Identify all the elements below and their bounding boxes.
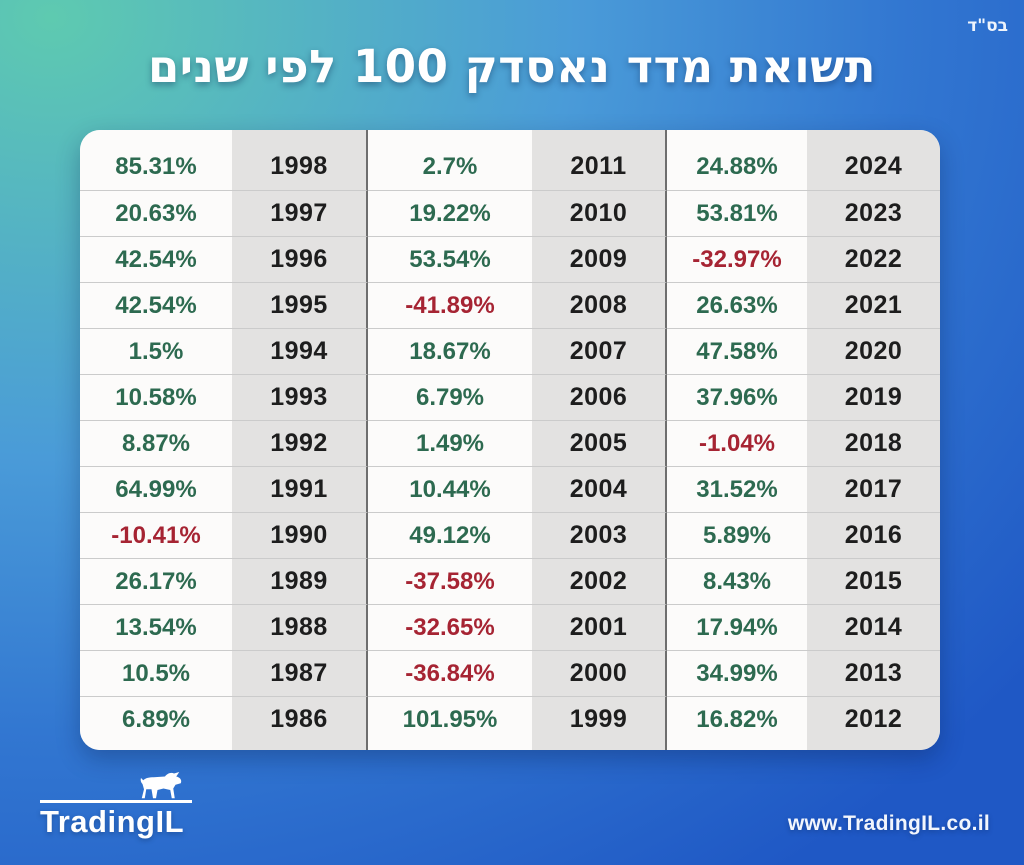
year-cell: 1986 <box>232 697 368 750</box>
year-cell: 2020 <box>807 329 940 375</box>
year-cell: 2003 <box>532 513 667 559</box>
tradingil-logo: TradingIL <box>40 771 192 840</box>
return-cell: 10.44% <box>368 467 532 513</box>
return-cell: 6.79% <box>368 375 532 421</box>
return-cell: 13.54% <box>80 605 232 651</box>
year-cell: 2002 <box>532 559 667 605</box>
return-cell: 49.12% <box>368 513 532 559</box>
return-cell: -32.65% <box>368 605 532 651</box>
year-cell: 2006 <box>532 375 667 421</box>
year-cell: 2023 <box>807 191 940 237</box>
year-cell: 1988 <box>232 605 368 651</box>
return-cell: 1.49% <box>368 421 532 467</box>
return-cell: 64.99% <box>80 467 232 513</box>
year-cell: 1990 <box>232 513 368 559</box>
page-title: תשואת מדד נאסדק 100 לפי שנים <box>147 40 877 93</box>
year-cell: 2009 <box>532 237 667 283</box>
return-cell: -1.04% <box>667 421 807 467</box>
year-cell: 2015 <box>807 559 940 605</box>
year-cell: 2014 <box>807 605 940 651</box>
return-cell: 18.67% <box>368 329 532 375</box>
year-cell: 1993 <box>232 375 368 421</box>
website-url: www.TradingIL.co.il <box>787 812 990 835</box>
return-cell: -36.84% <box>368 651 532 697</box>
year-cell: 2021 <box>807 283 940 329</box>
year-cell: 1994 <box>232 329 368 375</box>
return-cell: 101.95% <box>368 697 532 750</box>
returns-grid: 85.31% 1998 2.7% 2011 24.88% 2024 20.63% 1997 19… <box>80 130 940 750</box>
return-cell: 2.7% <box>368 130 532 191</box>
return-cell: 53.54% <box>368 237 532 283</box>
return-cell: -37.58% <box>368 559 532 605</box>
year-cell: 2016 <box>807 513 940 559</box>
year-cell: 2024 <box>807 130 940 191</box>
return-cell: 16.82% <box>667 697 807 750</box>
year-cell: 1992 <box>232 421 368 467</box>
year-cell: 2010 <box>532 191 667 237</box>
year-cell: 1995 <box>232 283 368 329</box>
return-cell: 6.89% <box>80 697 232 750</box>
return-cell: -41.89% <box>368 283 532 329</box>
return-cell: 37.96% <box>667 375 807 421</box>
return-cell: 42.54% <box>80 237 232 283</box>
year-cell: 1991 <box>232 467 368 513</box>
return-cell: 8.43% <box>667 559 807 605</box>
year-cell: 2005 <box>532 421 667 467</box>
year-cell: 2008 <box>532 283 667 329</box>
year-cell: 2011 <box>532 130 667 191</box>
year-cell: 2001 <box>532 605 667 651</box>
return-cell: 1.5% <box>80 329 232 375</box>
year-cell: 2018 <box>807 421 940 467</box>
return-cell: 31.52% <box>667 467 807 513</box>
year-cell: 2004 <box>532 467 667 513</box>
return-cell: 24.88% <box>667 130 807 191</box>
year-cell: 2012 <box>807 697 940 750</box>
year-cell: 1996 <box>232 237 368 283</box>
return-cell: 26.63% <box>667 283 807 329</box>
return-cell: 53.81% <box>667 191 807 237</box>
return-cell: 17.94% <box>667 605 807 651</box>
return-cell: 42.54% <box>80 283 232 329</box>
year-cell: 1997 <box>232 191 368 237</box>
year-cell: 2017 <box>807 467 940 513</box>
bsd-text: בס"ד <box>967 16 1008 36</box>
year-cell: 1987 <box>232 651 368 697</box>
return-cell: 26.17% <box>80 559 232 605</box>
year-cell: 2007 <box>532 329 667 375</box>
year-cell: 2019 <box>807 375 940 421</box>
return-cell: -32.97% <box>667 237 807 283</box>
return-cell: -10.41% <box>80 513 232 559</box>
year-cell: 2013 <box>807 651 940 697</box>
return-cell: 85.31% <box>80 130 232 191</box>
year-cell: 1999 <box>532 697 667 750</box>
return-cell: 34.99% <box>667 651 807 697</box>
brand-name: TradingIL <box>40 800 192 840</box>
return-cell: 10.5% <box>80 651 232 697</box>
year-cell: 2022 <box>807 237 940 283</box>
year-cell: 2000 <box>532 651 667 697</box>
returns-table: 85.31% 1998 2.7% 2011 24.88% 2024 20.63% 1997 19… <box>80 130 940 750</box>
year-cell: 1989 <box>232 559 368 605</box>
return-cell: 10.58% <box>80 375 232 421</box>
return-cell: 20.63% <box>80 191 232 237</box>
return-cell: 5.89% <box>667 513 807 559</box>
bull-icon <box>140 772 182 799</box>
return-cell: 47.58% <box>667 329 807 375</box>
return-cell: 19.22% <box>368 191 532 237</box>
return-cell: 8.87% <box>80 421 232 467</box>
year-cell: 1998 <box>232 130 368 191</box>
